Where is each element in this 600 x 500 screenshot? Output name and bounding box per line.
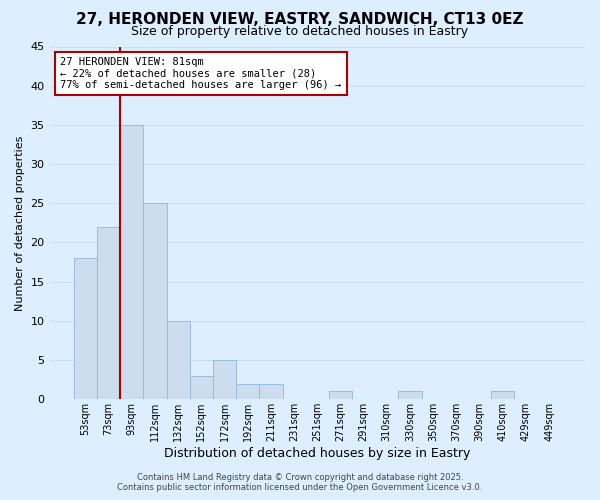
Text: 27, HERONDEN VIEW, EASTRY, SANDWICH, CT13 0EZ: 27, HERONDEN VIEW, EASTRY, SANDWICH, CT1… (76, 12, 524, 28)
Text: Size of property relative to detached houses in Eastry: Size of property relative to detached ho… (131, 25, 469, 38)
Bar (97, 227, 120, 400)
Bar (120, 125, 143, 400)
X-axis label: Distribution of detached houses by size in Eastry: Distribution of detached houses by size … (164, 447, 470, 460)
Bar (213, 360, 236, 400)
Text: 27 HERONDEN VIEW: 81sqm
← 22% of detached houses are smaller (28)
77% of semi-de: 27 HERONDEN VIEW: 81sqm ← 22% of detache… (60, 57, 341, 90)
Bar (398, 392, 422, 400)
Text: Contains HM Land Registry data © Crown copyright and database right 2025.
Contai: Contains HM Land Registry data © Crown c… (118, 473, 482, 492)
Bar (491, 392, 514, 400)
Bar (143, 204, 167, 400)
Bar (74, 258, 97, 400)
Bar (167, 321, 190, 400)
Bar (329, 392, 352, 400)
Bar (259, 384, 283, 400)
Y-axis label: Number of detached properties: Number of detached properties (15, 135, 25, 310)
Bar (236, 384, 259, 400)
Bar (190, 376, 213, 400)
